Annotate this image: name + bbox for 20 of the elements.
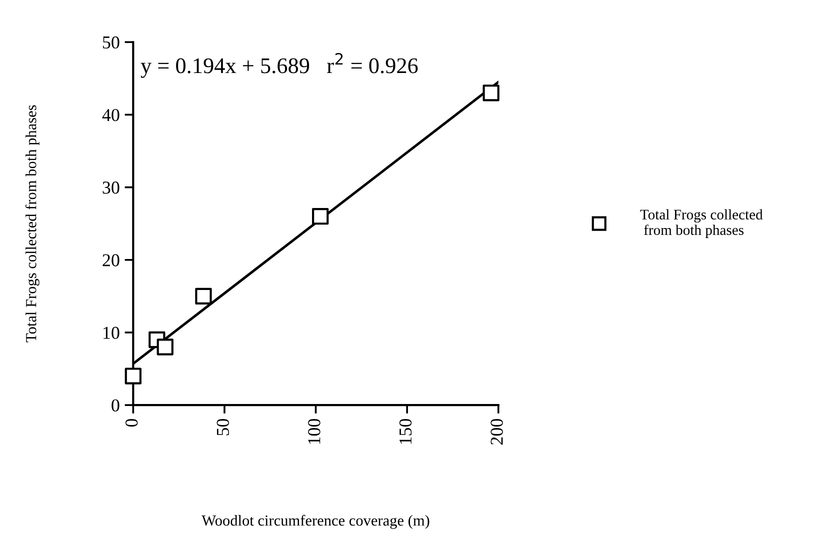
y-tick-label: 30: [102, 182, 120, 194]
y-tick-label: 20: [102, 254, 120, 266]
y-tick-label: 10: [104, 326, 120, 339]
y-tick-label: 40: [102, 108, 120, 122]
y-tick-label: 0: [112, 399, 120, 412]
x-tick-label: 200: [490, 418, 503, 445]
x-tick-label: 150: [399, 418, 412, 444]
point: [195, 288, 212, 305]
x-tick-label: 50: [216, 418, 229, 436]
y-tick-label: 50: [102, 36, 120, 49]
point: [156, 338, 174, 356]
x-tick-label: 0: [126, 418, 138, 427]
legend-label: Total Frogs collected from both phases: [640, 209, 763, 238]
x-tick-label: 100: [308, 418, 320, 444]
annotation: y = 0.194x + 5.689 r$^{2}$ = 0.926: [140, 52, 418, 78]
x-axis-title: Woodlot circumference coverage (m): [202, 514, 430, 529]
y-axis-title: Total Frogs collected from both phases: [25, 105, 40, 342]
point: [124, 368, 142, 384]
point: [312, 208, 329, 225]
point: [482, 84, 500, 102]
